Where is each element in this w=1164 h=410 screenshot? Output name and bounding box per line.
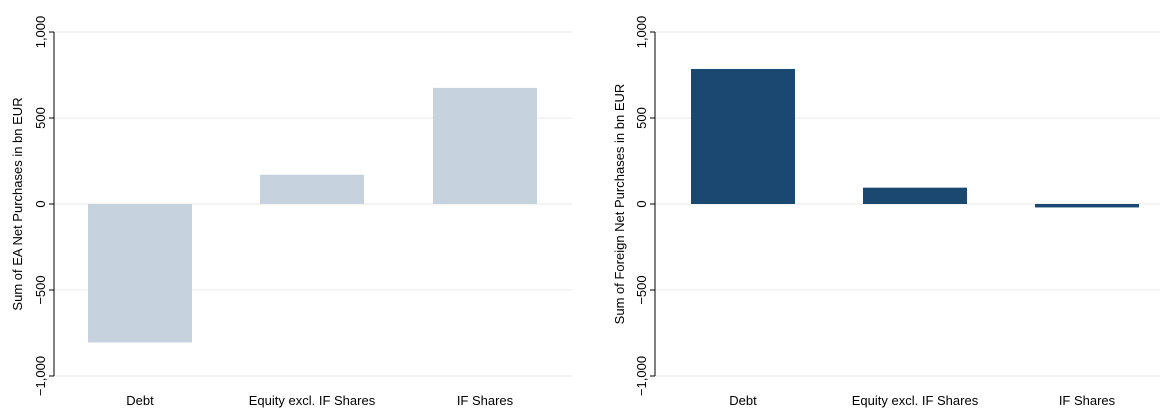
y-tick-label: 500 bbox=[634, 107, 649, 129]
bar-equity-excl-if-shares bbox=[260, 174, 364, 204]
y-tick-label: −500 bbox=[33, 275, 48, 304]
x-category-label: Debt bbox=[729, 393, 757, 408]
y-axis-title: Sum of Foreign Net Purchases in bn EUR bbox=[612, 84, 627, 325]
bar-if-shares bbox=[1035, 204, 1139, 208]
x-category-label: IF Shares bbox=[1059, 393, 1116, 408]
bar-if-shares bbox=[433, 87, 537, 204]
y-tick-label: −500 bbox=[634, 275, 649, 304]
y-tick-label: 1,000 bbox=[634, 16, 649, 49]
y-tick-label: 0 bbox=[33, 200, 48, 207]
y-tick-label: 1,000 bbox=[33, 16, 48, 49]
x-category-label: Equity excl. IF Shares bbox=[852, 393, 979, 408]
x-category-label: Debt bbox=[126, 393, 154, 408]
right-panel: −1,000 −500 0 500 1,000 Sum of Foreign Net Pu… bbox=[612, 16, 1160, 408]
left-panel: −1,000 −500 0 500 1,000 Sum of EA Net Purchas… bbox=[10, 16, 572, 408]
y-tick-label: −1,000 bbox=[33, 356, 48, 396]
bar-debt bbox=[88, 204, 192, 343]
y-tick-label: −1,000 bbox=[634, 356, 649, 396]
y-tick-label: 500 bbox=[33, 107, 48, 129]
y-axis-title: Sum of EA Net Purchases in bn EUR bbox=[10, 97, 25, 310]
x-category-label: IF Shares bbox=[457, 393, 514, 408]
bar-equity-excl-if-shares bbox=[863, 187, 967, 204]
y-tick-label: 0 bbox=[634, 200, 649, 207]
bar-debt bbox=[691, 68, 795, 204]
x-category-label: Equity excl. IF Shares bbox=[249, 393, 376, 408]
